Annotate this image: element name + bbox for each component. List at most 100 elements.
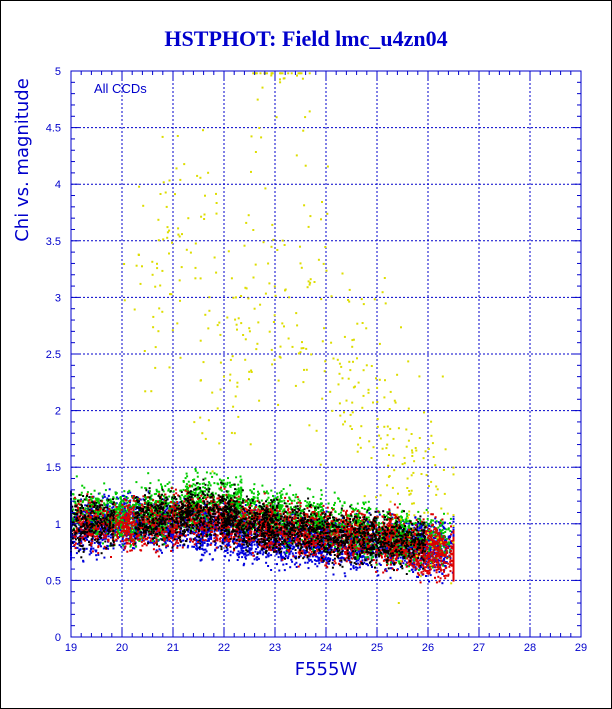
- data-point: [186, 485, 188, 488]
- data-point: [266, 498, 269, 501]
- data-point: [317, 547, 320, 550]
- data-point: [121, 523, 124, 526]
- data-point: [241, 546, 244, 549]
- data-point: [134, 508, 137, 511]
- data-point: [257, 557, 260, 560]
- data-point: [89, 520, 92, 523]
- data-point: [80, 498, 83, 501]
- data-point: [224, 555, 227, 558]
- data-point: [413, 563, 416, 566]
- data-point: [86, 517, 89, 520]
- data-point: [261, 553, 264, 556]
- data-point: [242, 527, 245, 530]
- data-point: [191, 520, 194, 523]
- data-point: [204, 477, 207, 480]
- data-point: [217, 529, 220, 532]
- data-point: [295, 555, 297, 558]
- data-point: [179, 532, 182, 535]
- data-point: [92, 547, 95, 550]
- data-point: [253, 543, 256, 546]
- data-point: [309, 531, 312, 534]
- data-point: [241, 556, 244, 559]
- data-point: [126, 508, 129, 511]
- data-point: [102, 512, 105, 515]
- data-point: [350, 551, 353, 554]
- data-point: [276, 492, 279, 495]
- data-point: [209, 502, 212, 505]
- data-point: [414, 566, 417, 569]
- data-point: [147, 500, 149, 502]
- data-point: [272, 540, 275, 542]
- data-point: [213, 482, 216, 485]
- data-point: [271, 502, 274, 505]
- data-point: [452, 517, 455, 520]
- data-point: [206, 540, 209, 542]
- data-point: [247, 553, 250, 556]
- data-point: [124, 511, 127, 514]
- data-point: [147, 540, 150, 543]
- data-point: [254, 500, 257, 503]
- data-point: [106, 497, 109, 500]
- data-point: [350, 537, 353, 540]
- data-point: [84, 504, 87, 507]
- data-point: [197, 492, 200, 495]
- data-point: [172, 535, 175, 537]
- data-point: [78, 511, 81, 514]
- data-point: [207, 484, 210, 487]
- data-point: [319, 552, 322, 554]
- data-point: [166, 521, 169, 524]
- data-point: [420, 526, 423, 529]
- data-point: [107, 517, 110, 520]
- data-point: [194, 537, 197, 540]
- data-point: [341, 556, 344, 559]
- data-point: [203, 551, 206, 554]
- data-point: [320, 543, 323, 546]
- data-point: [159, 537, 162, 540]
- data-point: [89, 503, 92, 506]
- data-point: [205, 550, 208, 553]
- data-point: [443, 564, 446, 567]
- data-point: [430, 525, 433, 528]
- data-point: [179, 489, 182, 492]
- data-point: [185, 472, 188, 475]
- data-point: [170, 533, 173, 536]
- data-point: [199, 499, 202, 502]
- data-point: [425, 560, 428, 563]
- data-point: [256, 551, 259, 554]
- data-point: [278, 500, 281, 503]
- data-point: [309, 558, 312, 561]
- data-point: [214, 543, 217, 546]
- data-point: [164, 497, 167, 500]
- data-point: [73, 540, 76, 543]
- data-point: [221, 539, 224, 542]
- data-point: [241, 544, 244, 547]
- data-point: [429, 574, 432, 577]
- data-point: [182, 514, 185, 517]
- data-point: [179, 498, 182, 500]
- data-point: [156, 520, 159, 523]
- data-point: [303, 551, 306, 554]
- data-point: [203, 532, 206, 535]
- data-point: [148, 541, 151, 544]
- data-point: [348, 559, 351, 562]
- data-point: [401, 557, 404, 560]
- data-point: [75, 475, 78, 478]
- data-point: [85, 496, 88, 499]
- data-point: [202, 515, 205, 518]
- data-point: [227, 542, 230, 545]
- data-point: [78, 548, 81, 551]
- data-point: [255, 534, 257, 537]
- data-point: [240, 510, 243, 513]
- data-point: [329, 546, 332, 549]
- data-point: [162, 519, 165, 522]
- data-point: [235, 532, 238, 535]
- data-point: [144, 487, 147, 490]
- data-point: [352, 567, 355, 570]
- data-point: [292, 545, 295, 548]
- data-point: [412, 546, 414, 549]
- data-point: [318, 547, 321, 549]
- data-point: [408, 522, 411, 525]
- data-point: [245, 531, 248, 534]
- data-point: [199, 540, 202, 543]
- data-point: [185, 483, 188, 486]
